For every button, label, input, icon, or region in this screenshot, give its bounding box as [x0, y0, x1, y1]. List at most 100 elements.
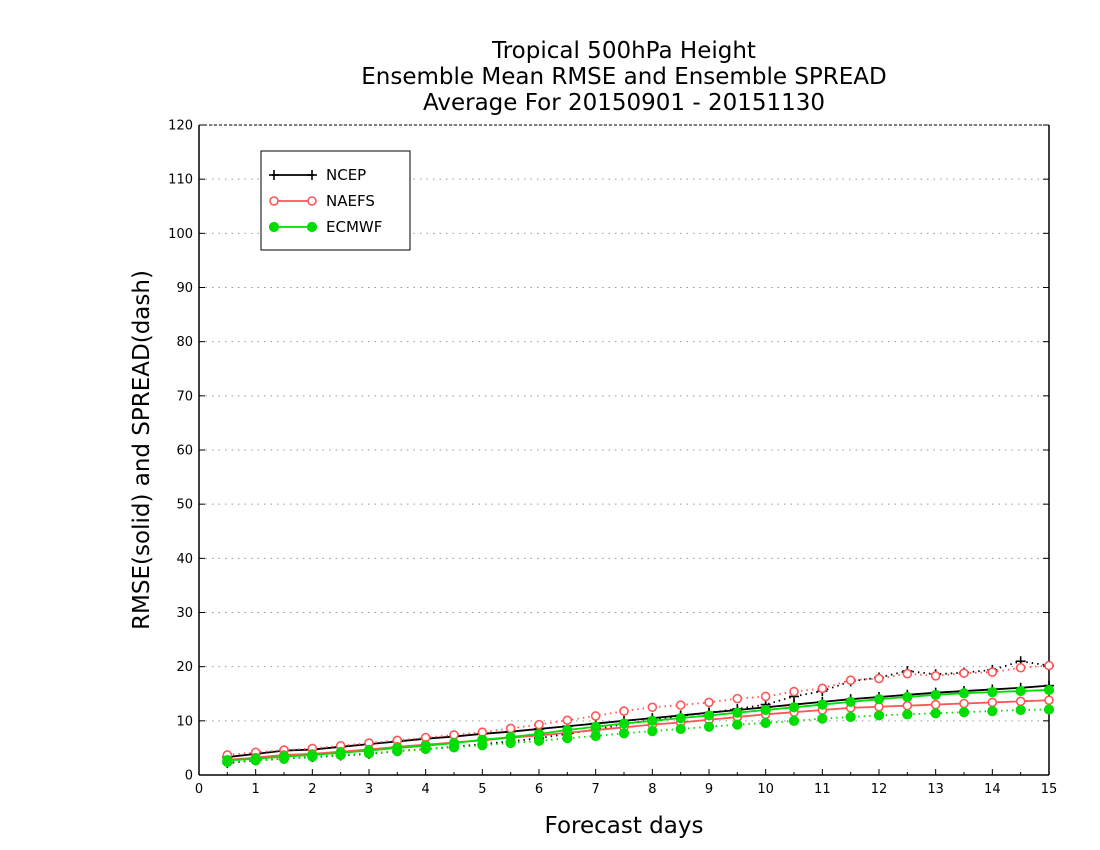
y-axis-ticks: 0 10 20 30 40 50 60 70 80 90 100 110 120 [168, 119, 1049, 784]
legend-label: NCEP [326, 166, 366, 184]
rmse-point [817, 699, 828, 710]
title-line: Average For 20150901 - 20151130 [423, 90, 825, 116]
series-naefs [222, 660, 1054, 765]
legend-label: NAEFS [326, 192, 375, 210]
rmse-point [420, 740, 431, 751]
spread-point [704, 697, 714, 708]
rmse-point [703, 710, 715, 721]
y-tick-label: 90 [176, 281, 193, 296]
rmse-point [250, 753, 261, 764]
legend-item-naefs: NAEFS [269, 192, 375, 210]
spread-point [930, 708, 941, 719]
rmse-point [845, 696, 856, 707]
y-tick-label: 0 [185, 769, 193, 784]
x-axis-label: Forecast days [545, 813, 704, 839]
rmse-point [647, 715, 658, 726]
spread-point [1015, 704, 1026, 716]
rmse-point [987, 697, 998, 708]
rmse-point [562, 724, 573, 736]
spread-point [958, 707, 970, 718]
legend-marker [307, 170, 317, 180]
spread-point [930, 671, 941, 681]
spread-point [902, 709, 913, 720]
spread-line [227, 708, 1050, 763]
spread-point [675, 723, 686, 735]
rmse-point [958, 688, 970, 699]
spread-point [1015, 662, 1026, 673]
spread-point [760, 691, 771, 702]
y-tick-label: 10 [176, 714, 193, 729]
spread-point [505, 723, 516, 734]
x-tick-label: 14 [984, 782, 1001, 797]
spread-point [817, 683, 828, 694]
x-tick-label: 1 [252, 782, 260, 797]
x-tick-label: 8 [648, 782, 656, 797]
spread-point [675, 700, 686, 710]
rmse-point [930, 699, 941, 710]
legend-item-ecmwf: ECMWF [268, 218, 382, 236]
rmse-point [1015, 685, 1026, 697]
spread-point [619, 706, 629, 716]
y-tick-label: 50 [176, 498, 193, 513]
legend-marker [268, 221, 280, 233]
series-ecmwf [222, 684, 1055, 768]
legend-marker [306, 221, 318, 233]
legend-marker [269, 170, 279, 180]
legend-item-ncep: NCEP [269, 166, 366, 184]
rmse-point [505, 731, 516, 743]
spread-point [534, 719, 544, 730]
spread-point [817, 713, 828, 724]
rmse-point [930, 689, 941, 700]
spread-point [562, 715, 573, 726]
y-tick-label: 70 [176, 389, 193, 404]
x-tick-label: 2 [308, 782, 316, 797]
rmse-point [732, 707, 743, 718]
spread-point [590, 730, 601, 742]
rmse-point [987, 687, 998, 698]
spread-point [959, 668, 969, 678]
spread-point [874, 673, 884, 684]
rmse-point [477, 734, 488, 745]
y-tick-label: 20 [176, 660, 193, 675]
rmse-point [278, 751, 290, 762]
x-tick-label: 11 [814, 782, 831, 797]
spread-point [845, 711, 856, 723]
y-tick-label: 80 [176, 335, 193, 350]
y-tick-label: 110 [168, 173, 193, 188]
y-tick-label: 40 [176, 552, 193, 567]
spread-point [590, 711, 601, 721]
rmse-point [959, 698, 969, 709]
y-tick-label: 30 [176, 606, 193, 621]
rmse-point [392, 742, 403, 754]
x-tick-label: 7 [592, 782, 600, 797]
spread-point [732, 719, 743, 730]
spread-point [789, 686, 799, 697]
spread-point [788, 715, 800, 726]
x-axis-ticks: 0 1 2 3 4 5 6 7 8 9 10 11 12 13 14 15 [195, 769, 1057, 797]
x-tick-label: 13 [927, 782, 944, 797]
x-tick-label: 10 [757, 782, 774, 797]
rmse-point [307, 749, 318, 761]
rmse-point [902, 691, 913, 703]
spread-point [1043, 704, 1055, 715]
spread-point [845, 675, 856, 686]
rmse-point [618, 718, 630, 729]
legend-marker [269, 196, 279, 206]
rmse-point [902, 700, 913, 711]
x-tick-label: 3 [365, 782, 373, 797]
title-line: Ensemble Mean RMSE and Ensemble SPREAD [361, 64, 886, 90]
spread-point [873, 710, 885, 721]
spread-point [987, 667, 998, 677]
x-tick-label: 12 [871, 782, 888, 797]
x-tick-label: 6 [535, 782, 543, 797]
spread-point [987, 705, 998, 717]
rmse-point [363, 745, 375, 756]
spread-point [647, 726, 658, 737]
rmse-point [533, 728, 545, 739]
spread-point [732, 693, 743, 704]
x-tick-label: 15 [1041, 782, 1058, 797]
spread-line [227, 664, 1050, 756]
rmse-point [873, 694, 885, 705]
spread-point [760, 717, 771, 729]
